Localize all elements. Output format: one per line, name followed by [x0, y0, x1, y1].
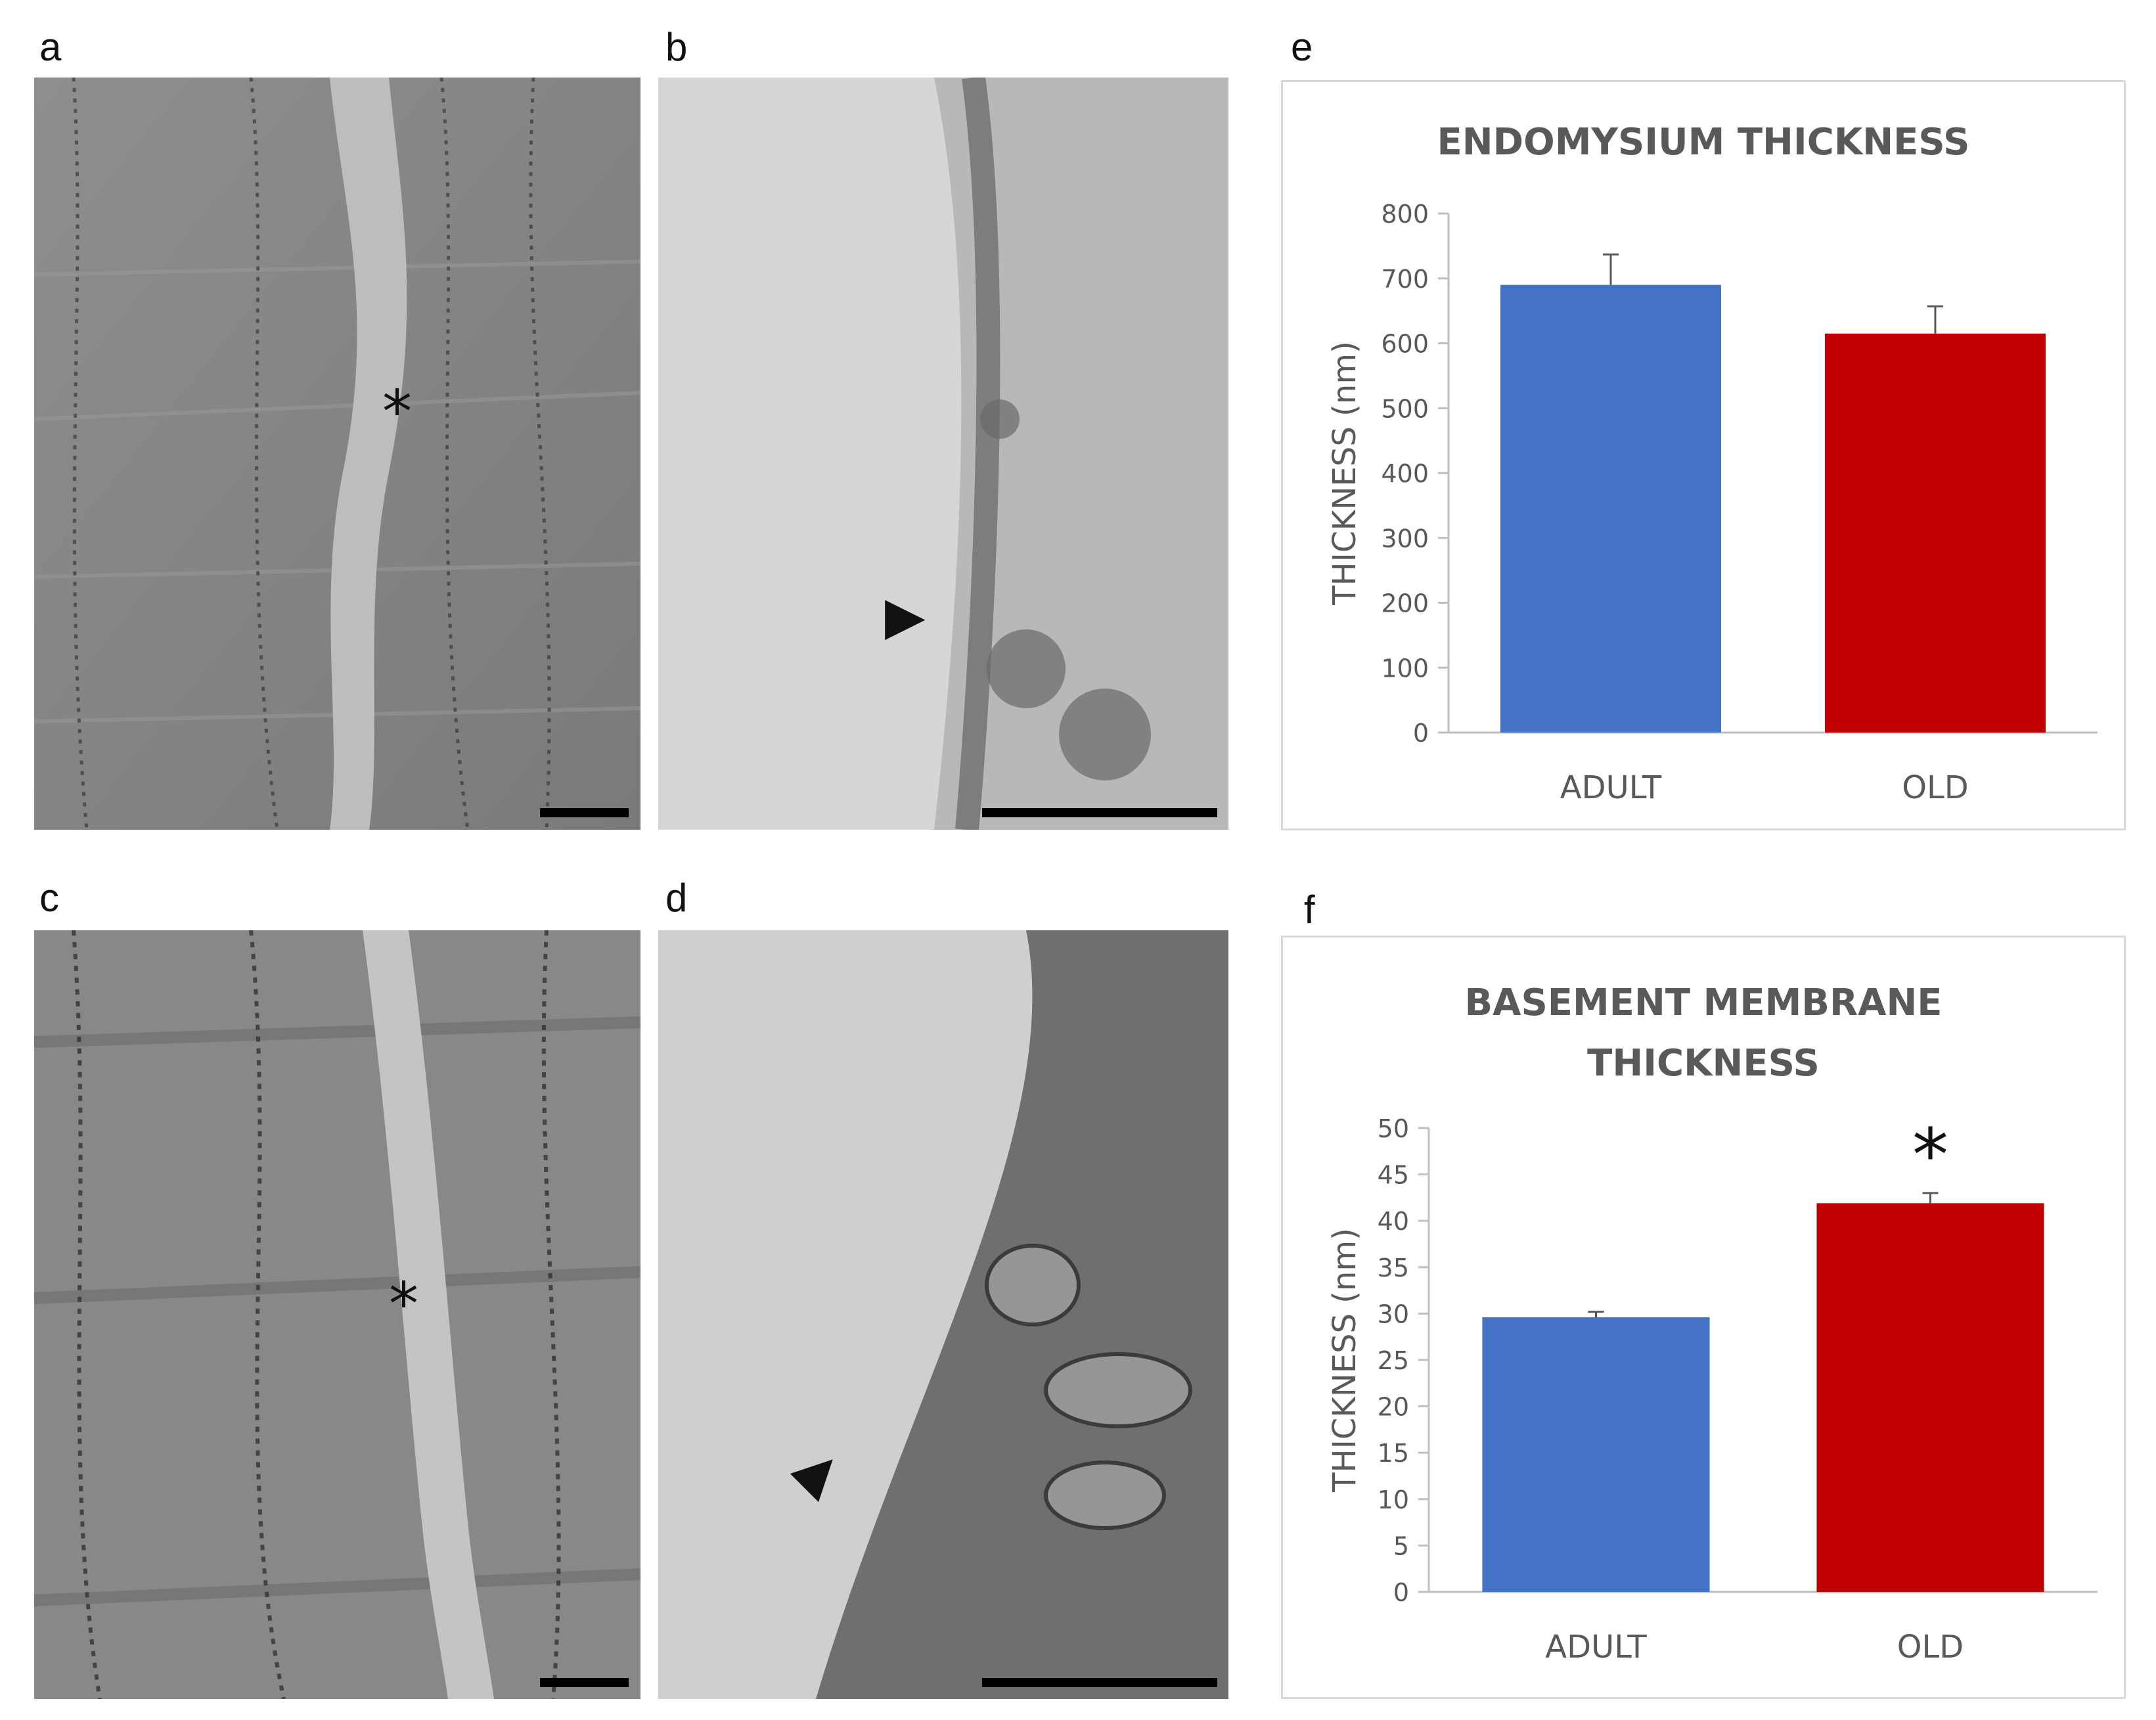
scale-bar — [982, 808, 1217, 817]
y-tick-label: 15 — [1378, 1439, 1409, 1468]
y-tick-label: 200 — [1381, 589, 1429, 618]
y-tick-label: 50 — [1378, 1114, 1409, 1143]
bar-adult — [1500, 284, 1721, 733]
chart-e: ENDOMYSIUM THICKNESS 0 100 200 300 400 500 600 7… — [1326, 121, 2098, 806]
micrograph-b: ▲ — [658, 78, 1228, 830]
micrograph-a: * — [34, 78, 640, 830]
chart-f: BASEMENT MEMBRANE THICKNESS 0 5 10 15 20 25 30 35… — [1326, 982, 2098, 1665]
panel-label-c: c — [39, 876, 59, 920]
bar-adult — [1482, 1317, 1710, 1592]
chart-title: ENDOMYSIUM THICKNESS — [1437, 121, 1969, 164]
panel-label-b: b — [665, 25, 688, 69]
bar-old — [1816, 1203, 2044, 1592]
micrograph-c-asterisk: * — [389, 1270, 418, 1339]
micrograph-a-asterisk: * — [382, 378, 412, 447]
panel-label-a: a — [39, 25, 62, 69]
x-tick-label: ADULT — [1560, 769, 1662, 806]
chart-title: THICKNESS — [1587, 1042, 1820, 1085]
y-tick-label: 40 — [1378, 1207, 1409, 1236]
y-tick-label: 35 — [1378, 1254, 1409, 1282]
y-tick-label: 300 — [1381, 524, 1429, 553]
scale-bar — [540, 1678, 629, 1687]
chart-e-frame: ENDOMYSIUM THICKNESS 0 100 200 300 400 500 600 7… — [1281, 80, 2126, 830]
y-tick-label: 25 — [1378, 1346, 1409, 1375]
micrograph-a-image: * — [34, 78, 640, 830]
panel-label-f: f — [1304, 888, 1315, 932]
bar-old — [1825, 333, 2046, 733]
y-tick-label: 10 — [1378, 1485, 1409, 1514]
y-tick-label: 400 — [1381, 459, 1429, 488]
y-tick-label: 20 — [1378, 1393, 1409, 1422]
y-axis-label: THICKNESS (nm) — [1326, 1228, 1363, 1493]
x-tick-label: OLD — [1897, 1629, 1964, 1665]
chart-f-frame: BASEMENT MEMBRANE THICKNESS 0 5 10 15 20 25 30 35… — [1281, 936, 2126, 1699]
scale-bar — [982, 1678, 1217, 1687]
y-tick-label: 30 — [1378, 1300, 1409, 1328]
panel-label-d: d — [665, 876, 688, 920]
chart-title: BASEMENT MEMBRANE — [1464, 982, 1942, 1024]
micrograph-d: ▲ — [658, 930, 1228, 1699]
x-tick-label: OLD — [1902, 769, 1968, 806]
micrograph-d-image: ▲ — [658, 930, 1228, 1699]
micrograph-b-arrowhead: ▲ — [879, 600, 940, 641]
significance-asterisk: * — [1912, 1113, 1948, 1197]
y-tick-label: 500 — [1381, 394, 1429, 423]
panel-label-e: e — [1291, 25, 1313, 69]
micrograph-b-image: ▲ — [658, 78, 1228, 830]
y-tick-label: 100 — [1381, 654, 1429, 683]
x-tick-label: ADULT — [1545, 1629, 1647, 1665]
y-tick-label: 800 — [1381, 200, 1429, 229]
y-tick-label: 5 — [1393, 1531, 1409, 1560]
scale-bar — [540, 808, 629, 817]
y-tick-label: 45 — [1378, 1161, 1409, 1190]
y-tick-label: 600 — [1381, 330, 1429, 359]
micrograph-c: * — [34, 930, 640, 1699]
micrograph-c-image: * — [34, 930, 640, 1699]
y-tick-label: 0 — [1413, 719, 1429, 748]
y-tick-label: 0 — [1393, 1578, 1409, 1607]
y-axis-label: THICKNESS (nm) — [1326, 341, 1363, 606]
y-tick-label: 700 — [1381, 265, 1429, 294]
